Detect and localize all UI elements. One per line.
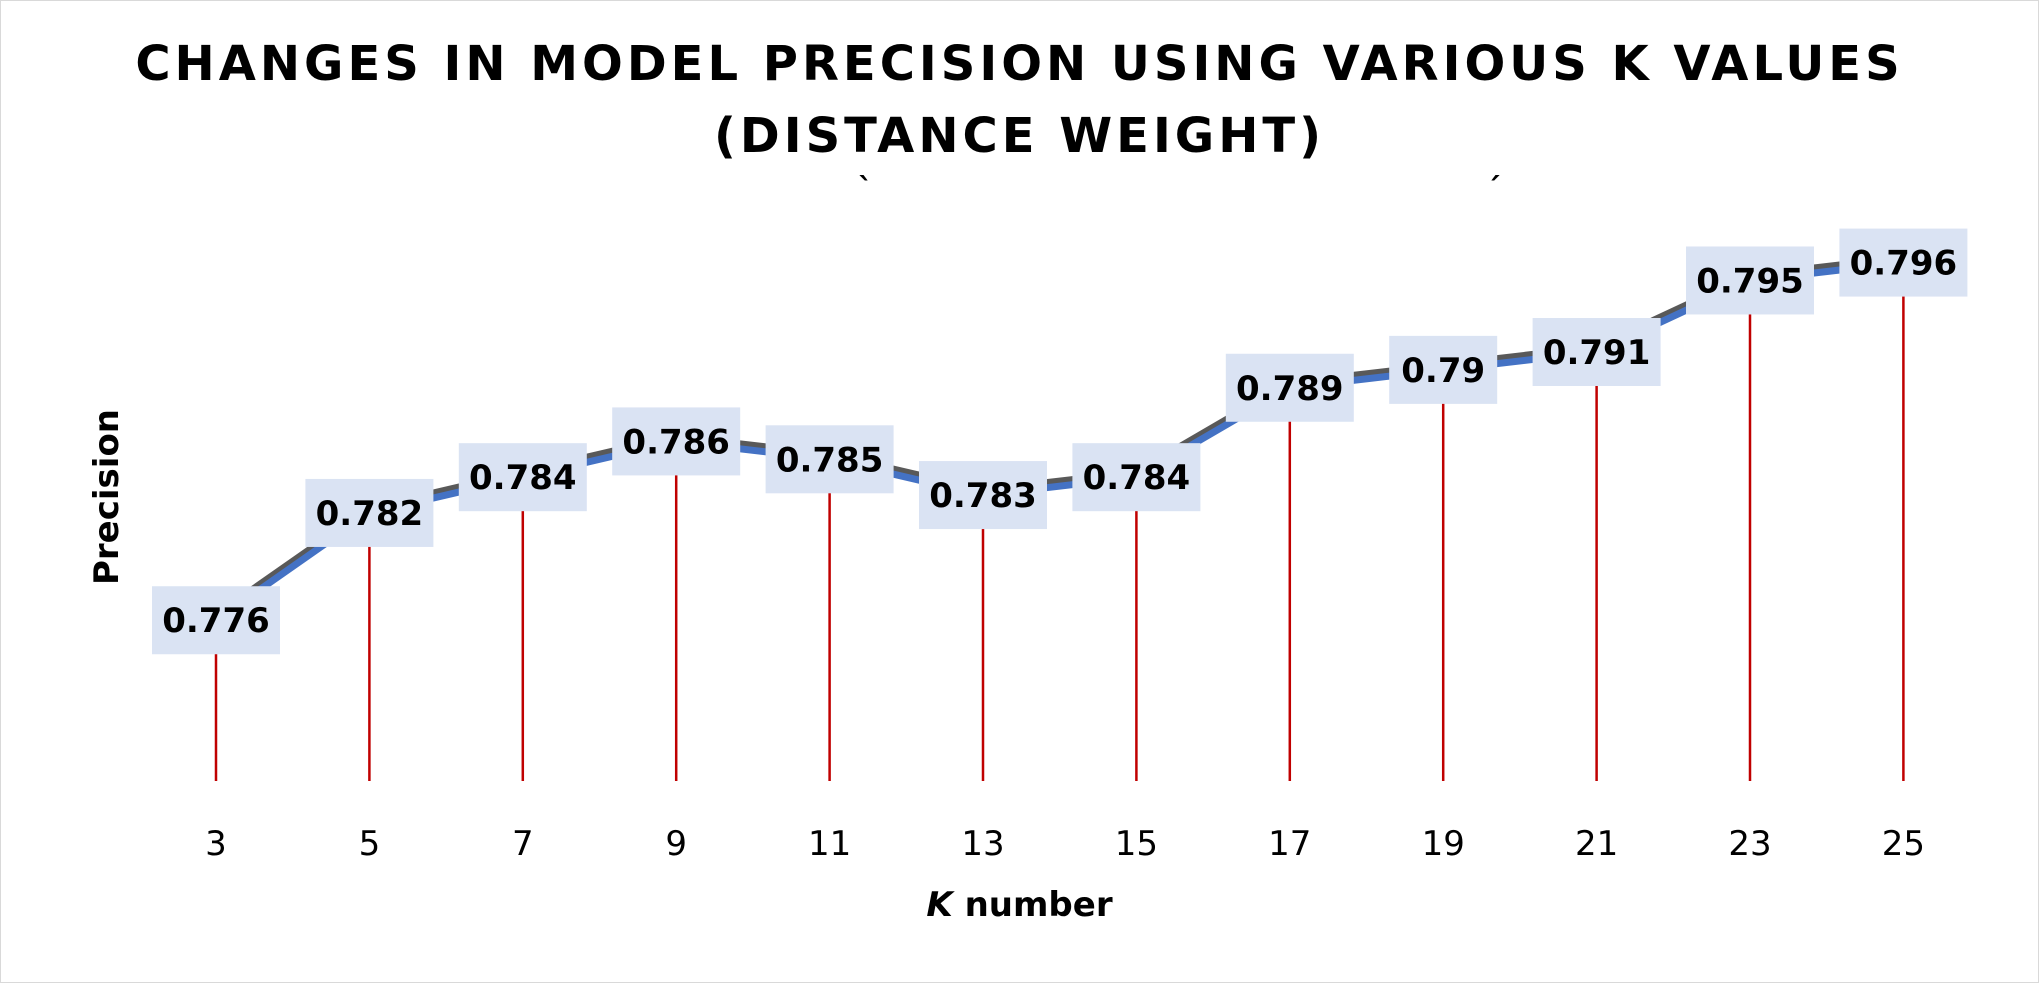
title-mark-right: ´ [1486, 172, 1501, 207]
data-label-box [1532, 318, 1661, 386]
data-label-box [612, 407, 741, 476]
x-tick-label: 13 [961, 824, 1004, 864]
data-label-box [1686, 246, 1814, 315]
data-label-group: 0.783 [919, 461, 1047, 530]
x-tick-label: 19 [1422, 824, 1465, 864]
data-label: 0.783 [929, 476, 1037, 516]
data-label: 0.789 [1236, 369, 1344, 409]
data-label: 0.784 [1083, 458, 1191, 498]
data-label-group: 0.789 [1225, 353, 1354, 422]
data-label: 0.785 [776, 440, 884, 480]
data-label-group: 0.784 [458, 443, 587, 512]
x-tick-label: 9 [665, 824, 687, 864]
x-tick-label: 5 [359, 824, 381, 864]
data-label: 0.79 [1401, 351, 1485, 391]
data-label-group: 0.795 [1686, 246, 1814, 315]
x-axis-label-k: K [926, 885, 953, 925]
data-label-box [458, 443, 587, 512]
x-axis-label-rest: number [952, 885, 1113, 925]
data-label: 0.791 [1543, 333, 1651, 373]
data-label-box [152, 586, 280, 655]
data-label: 0.795 [1696, 261, 1804, 301]
data-label-box [765, 425, 894, 494]
y-axis-label: Precision [87, 408, 127, 586]
x-tick-label: 7 [512, 824, 534, 864]
x-tick-label: 15 [1115, 824, 1158, 864]
series-line-shadow [211, 254, 1908, 621]
data-label-box [1389, 335, 1498, 404]
series-line [212, 259, 1907, 624]
x-tick-label: 25 [1882, 824, 1925, 864]
data-label: 0.782 [316, 494, 424, 534]
data-label-box [1225, 353, 1354, 422]
data-label-box [1839, 228, 1968, 297]
title-mark-left: ` [858, 172, 873, 207]
data-label-group: 0.786 [612, 407, 741, 476]
data-label: 0.784 [469, 458, 577, 498]
data-label-group: 0.796 [1839, 228, 1968, 297]
data-label-group: 0.782 [305, 478, 434, 547]
data-label-box [1072, 443, 1201, 512]
data-label-group: 0.776 [152, 586, 280, 655]
data-label-group: 0.79 [1389, 335, 1498, 404]
data-label-group: 0.791 [1532, 318, 1661, 386]
data-label-group: 0.784 [1072, 443, 1201, 512]
x-tick-label: 11 [808, 824, 851, 864]
x-tick-label: 3 [205, 824, 227, 864]
x-tick-label: 21 [1575, 824, 1618, 864]
data-label: 0.796 [1850, 244, 1958, 284]
x-tick-label: 23 [1728, 824, 1771, 864]
data-label-box [305, 478, 434, 547]
data-label: 0.786 [622, 422, 730, 462]
data-label-box [919, 461, 1047, 530]
x-tick-label: 17 [1268, 824, 1311, 864]
chart-title: CHANGES IN MODEL PRECISION USING VARIOUS… [0, 28, 2039, 172]
chart-title-line-2: (DISTANCE WEIGHT) [713, 108, 1326, 164]
chart-title-line-1: CHANGES IN MODEL PRECISION USING VARIOUS… [135, 36, 1904, 92]
x-axis-label: K number [0, 885, 2039, 925]
data-label-group: 0.785 [765, 425, 894, 494]
data-label: 0.776 [162, 601, 270, 641]
